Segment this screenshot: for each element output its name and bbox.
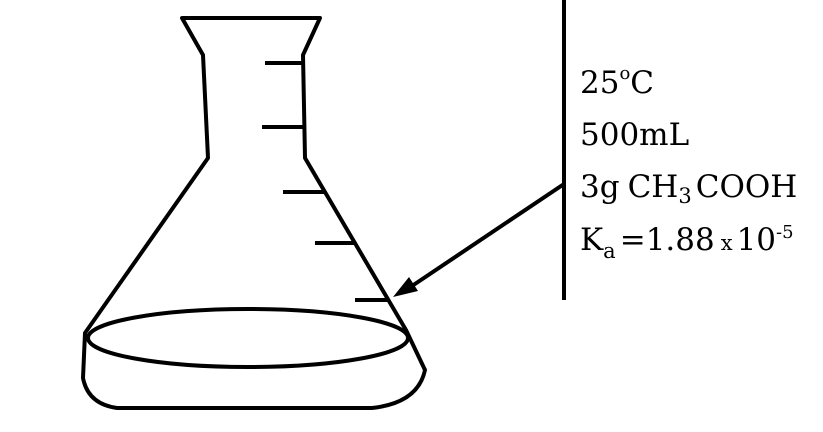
ka-label: Ka =1.88 x 10-5 bbox=[580, 222, 794, 263]
flask-outline bbox=[81, 16, 427, 410]
solute-label: 3g CH3 COOH bbox=[580, 169, 797, 208]
volume-label: 500mL bbox=[580, 117, 689, 153]
pointer-arrow bbox=[393, 182, 566, 297]
temperature-label: 25oC bbox=[580, 63, 654, 101]
arrow-shaft bbox=[404, 182, 566, 292]
graduation-marks bbox=[262, 61, 388, 302]
liquid-surface bbox=[86, 307, 410, 369]
arrow-head bbox=[393, 277, 418, 297]
